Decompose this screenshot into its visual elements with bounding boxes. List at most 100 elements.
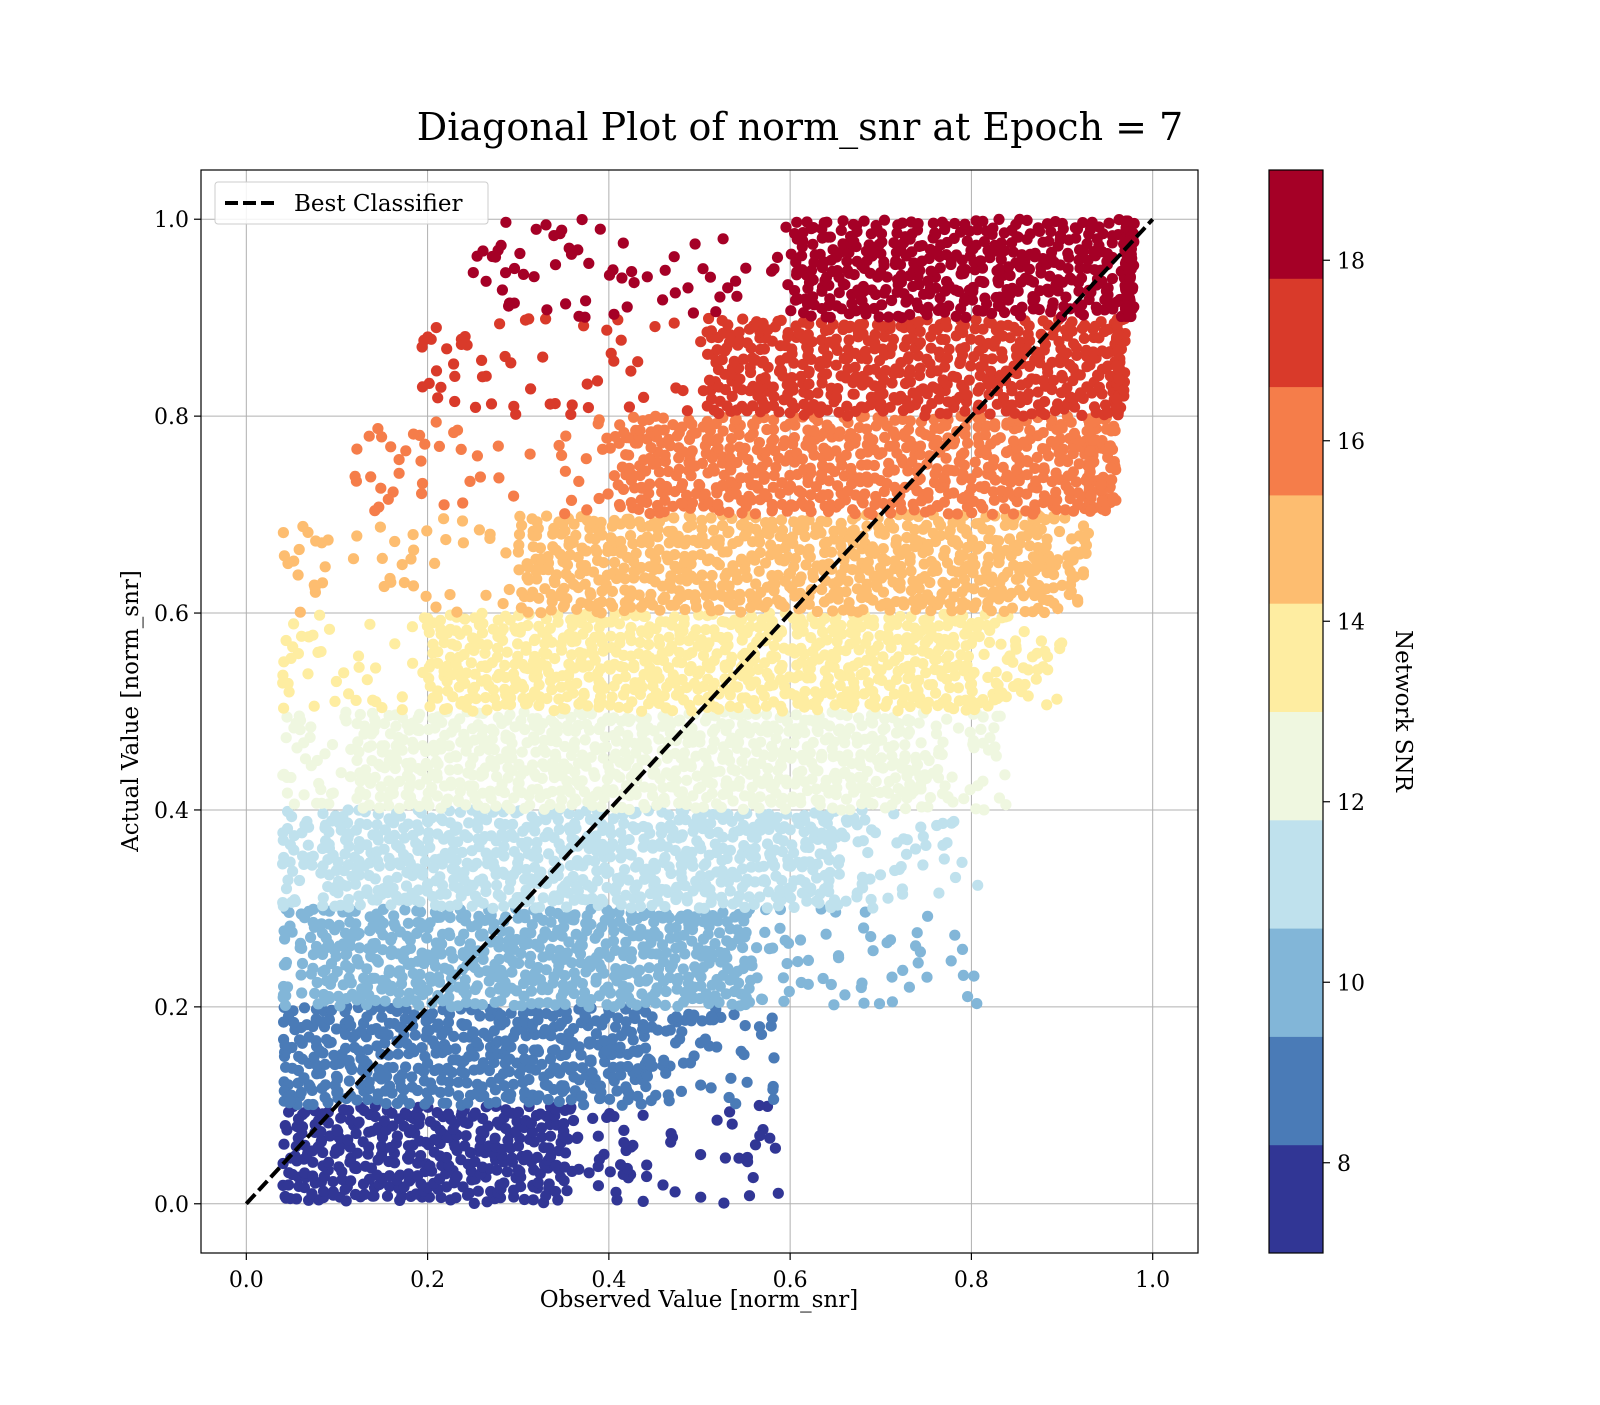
scatter-point	[618, 1125, 629, 1136]
scatter-point	[897, 889, 908, 900]
scatter-point	[420, 856, 431, 867]
scatter-point	[314, 610, 325, 621]
scatter-point	[296, 969, 307, 980]
scatter-point	[527, 587, 538, 598]
scatter-point	[297, 1054, 308, 1065]
scatter-point	[717, 616, 728, 627]
scatter-point	[614, 772, 625, 783]
scatter-point	[923, 648, 934, 659]
scatter-point	[424, 1160, 435, 1171]
scatter-point	[587, 1113, 598, 1124]
scatter-point	[1048, 582, 1059, 593]
scatter-point	[895, 611, 906, 622]
scatter-point	[937, 818, 948, 829]
scatter-point	[734, 589, 745, 600]
scatter-point	[670, 845, 681, 856]
scatter-point	[309, 580, 320, 591]
scatter-point	[659, 793, 670, 804]
scatter-point	[625, 530, 636, 541]
scatter-point	[774, 923, 785, 934]
scatter-point	[758, 750, 769, 761]
scatter-point	[766, 517, 777, 528]
scatter-point	[471, 1037, 482, 1048]
scatter-point	[491, 880, 502, 891]
scatter-point	[324, 624, 335, 635]
scatter-point	[803, 955, 814, 966]
scatter-point	[486, 724, 497, 735]
scatter-point	[562, 559, 573, 570]
scatter-point	[450, 1043, 461, 1054]
scatter-point	[804, 544, 815, 555]
scatter-point	[343, 894, 354, 905]
scatter-point	[278, 852, 289, 863]
scatter-point	[1054, 639, 1065, 650]
scatter-point	[326, 1037, 337, 1048]
scatter-point	[506, 967, 517, 978]
scatter-point	[428, 639, 439, 650]
scatter-point	[867, 595, 878, 606]
scatter-point	[805, 463, 816, 474]
scatter-point	[278, 656, 289, 667]
scatter-point	[913, 957, 924, 968]
scatter-point	[962, 991, 973, 1002]
scatter-point	[803, 979, 814, 990]
scatter-point	[506, 1153, 517, 1164]
scatter-point	[1051, 467, 1062, 478]
scatter-point	[461, 625, 472, 636]
scatter-point	[778, 996, 789, 1007]
scatter-point	[315, 784, 326, 795]
scatter-point	[298, 859, 309, 870]
scatter-point	[966, 507, 977, 518]
scatter-point	[285, 1193, 296, 1204]
scatter-point	[560, 1147, 571, 1158]
scatter-point	[450, 1192, 461, 1203]
scatter-point	[433, 1018, 444, 1029]
scatter-point	[885, 934, 896, 945]
scatter-point	[939, 853, 950, 864]
scatter-point	[866, 824, 877, 835]
scatter-point	[915, 946, 926, 957]
scatter-point	[984, 525, 995, 536]
scatter-point	[694, 839, 705, 850]
scatter-point	[895, 561, 906, 572]
scatter-point	[685, 512, 696, 523]
scatter-point	[882, 893, 893, 904]
scatter-point	[859, 814, 870, 825]
scatter-point	[576, 1090, 587, 1101]
scatter-point	[460, 974, 471, 985]
scatter-point	[514, 511, 525, 522]
scatter-point	[787, 750, 798, 761]
scatter-point	[866, 894, 877, 905]
scatter-point	[979, 649, 990, 660]
scatter-point	[451, 640, 462, 651]
scatter-point	[931, 728, 942, 739]
scatter-point	[386, 945, 397, 956]
scatter-point	[686, 706, 697, 717]
scatter-point	[477, 999, 488, 1010]
scatter-point	[694, 480, 705, 491]
scatter-point	[481, 674, 492, 685]
scatter-point	[642, 531, 653, 542]
scatter-point	[520, 969, 531, 980]
scatter-point	[650, 876, 661, 887]
scatter-point	[432, 828, 443, 839]
scatter-point	[442, 686, 453, 697]
scatter-point	[484, 533, 495, 544]
scatter-point	[615, 1042, 626, 1053]
scatter-point	[408, 580, 419, 591]
scatter-point	[559, 1162, 570, 1173]
scatter-point	[414, 1135, 425, 1146]
scatter-point	[922, 487, 933, 498]
scatter-point	[750, 524, 761, 535]
scatter-point	[340, 707, 351, 718]
scatter-point	[619, 864, 630, 875]
scatter-point	[968, 735, 979, 746]
scatter-point	[942, 464, 953, 475]
scatter-point	[458, 537, 469, 548]
scatter-point	[359, 1189, 370, 1200]
scatter-point	[596, 894, 607, 905]
scatter-point	[364, 799, 375, 810]
scatter-point	[640, 1043, 651, 1054]
scatter-point	[580, 734, 591, 745]
